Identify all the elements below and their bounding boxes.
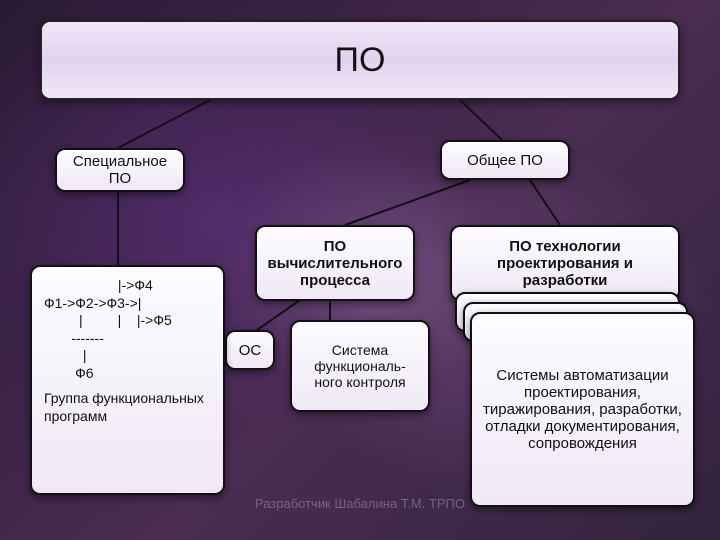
node-special-software: Специальное ПО	[55, 148, 185, 192]
node-compute-process: ПО вычислительного процесса	[255, 225, 415, 301]
node-common-software: Общее ПО	[440, 140, 570, 180]
node-functional-control: Система функциональ-ного контроля	[290, 320, 430, 412]
node-os: ОС	[225, 330, 275, 370]
node-automation-systems: Системы автоматизации проектирования, ти…	[470, 312, 695, 507]
node-functional-group: |->Ф4 Ф1->Ф2->Ф3->| | | |->Ф5 ------- | …	[30, 265, 225, 495]
functional-group-caption: Группа функциональных программ	[44, 390, 211, 425]
node-design-tech: ПО технологии проектирования и разработк…	[450, 225, 680, 301]
root-title: ПО	[40, 20, 680, 100]
functional-group-diagram: |->Ф4 Ф1->Ф2->Ф3->| | | |->Ф5 ------- | …	[44, 277, 211, 382]
